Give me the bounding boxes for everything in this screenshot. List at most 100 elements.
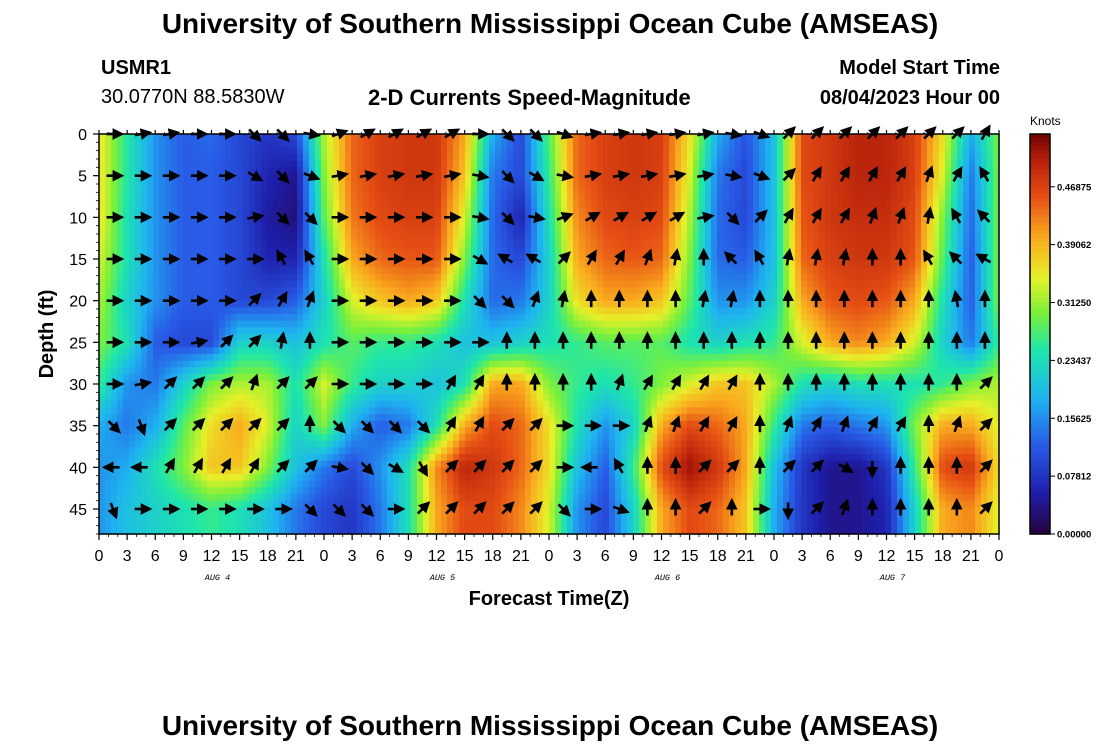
heatmap-cell (207, 194, 214, 202)
heatmap-cell (699, 234, 706, 242)
heatmap-cell (165, 200, 172, 208)
heatmap-cell (219, 167, 226, 175)
heatmap-cell (987, 174, 994, 182)
heatmap-cell (189, 207, 196, 215)
heatmap-cell (603, 214, 610, 222)
heatmap-cell (771, 187, 778, 195)
heatmap-cell (957, 274, 964, 282)
heatmap-cell (555, 234, 562, 242)
heatmap-cell (939, 134, 946, 142)
heatmap-cell (843, 154, 850, 162)
heatmap-cell (159, 174, 166, 182)
heatmap-cell (579, 180, 586, 188)
heatmap-cell (513, 320, 520, 328)
heatmap-cell (567, 320, 574, 328)
heatmap-cell (165, 147, 172, 155)
heatmap-cell (333, 154, 340, 162)
heatmap-cell (897, 194, 904, 202)
heatmap-cell (633, 207, 640, 215)
heatmap-cell (345, 314, 352, 322)
heatmap-cell (939, 247, 946, 255)
heatmap-cell (417, 267, 424, 275)
heatmap-cell (297, 194, 304, 202)
heatmap-cell (465, 180, 472, 188)
heatmap-cell (771, 314, 778, 322)
heatmap-cell (279, 287, 286, 295)
heatmap-cell (639, 194, 646, 202)
heatmap-cell (417, 300, 424, 308)
heatmap-cell (591, 240, 598, 248)
heatmap-cell (375, 154, 382, 162)
heatmap-cell (579, 160, 586, 168)
heatmap-cell (993, 214, 1000, 222)
heatmap-cell (609, 247, 616, 255)
heatmap-cell (903, 214, 910, 222)
heatmap-cell (273, 154, 280, 162)
heatmap-cell (747, 274, 754, 282)
heatmap-cell (681, 280, 688, 288)
heatmap-cell (825, 307, 832, 315)
heatmap-cell (183, 280, 190, 288)
heatmap-cell (381, 280, 388, 288)
heatmap-cell (297, 254, 304, 262)
heatmap-cell (543, 247, 550, 255)
heatmap-cell (291, 314, 298, 322)
heatmap-cell (99, 147, 106, 155)
heatmap-cell (549, 174, 556, 182)
heatmap-cell (657, 254, 664, 262)
heatmap-cell (501, 200, 508, 208)
heatmap-cell (681, 260, 688, 268)
heatmap-cell (915, 254, 922, 262)
heatmap-cell (99, 274, 106, 282)
heatmap-cell (639, 160, 646, 168)
heatmap-cell (201, 227, 208, 235)
heatmap-cell (387, 167, 394, 175)
heatmap-cell (909, 274, 916, 282)
heatmap-cell (849, 167, 856, 175)
heatmap-cell (609, 140, 616, 148)
heatmap-cell (759, 280, 766, 288)
heatmap-cell (807, 307, 814, 315)
heatmap-cell (243, 247, 250, 255)
heatmap-cell (561, 207, 568, 215)
heatmap-cell (993, 160, 1000, 168)
heatmap-cell (165, 327, 172, 335)
heatmap-cell (111, 247, 118, 255)
heatmap-cell (363, 260, 370, 268)
heatmap-cell (147, 274, 154, 282)
heatmap-cell (387, 180, 394, 188)
heatmap-cell (525, 320, 532, 328)
heatmap-cell (387, 294, 394, 302)
heatmap-cell (111, 187, 118, 195)
heatmap-cell (813, 327, 820, 335)
heatmap-cell (495, 320, 502, 328)
heatmap-cell (213, 234, 220, 242)
heatmap-cell (477, 240, 484, 248)
heatmap-cell (573, 294, 580, 302)
heatmap-cell (609, 154, 616, 162)
heatmap-cell (117, 180, 124, 188)
heatmap-cell (909, 334, 916, 342)
heatmap-cell (915, 247, 922, 255)
heatmap-cell (687, 280, 694, 288)
heatmap-cell (411, 254, 418, 262)
heatmap-cell (117, 354, 124, 362)
heatmap-cell (639, 187, 646, 195)
heatmap-cell (153, 227, 160, 235)
heatmap-cell (177, 200, 184, 208)
heatmap-cell (207, 160, 214, 168)
heatmap-cell (303, 234, 310, 242)
heatmap-cell (171, 154, 178, 162)
heatmap-cell (477, 227, 484, 235)
heatmap-cell (165, 140, 172, 148)
heatmap-cell (555, 140, 562, 148)
heatmap-cell (495, 154, 502, 162)
heatmap-cell (285, 274, 292, 282)
heatmap-cell (267, 154, 274, 162)
heatmap-cell (837, 340, 844, 348)
heatmap-cell (879, 327, 886, 335)
heatmap-cell (411, 267, 418, 275)
heatmap-cell (453, 227, 460, 235)
heatmap-cell (177, 140, 184, 148)
heatmap-cell (735, 194, 742, 202)
